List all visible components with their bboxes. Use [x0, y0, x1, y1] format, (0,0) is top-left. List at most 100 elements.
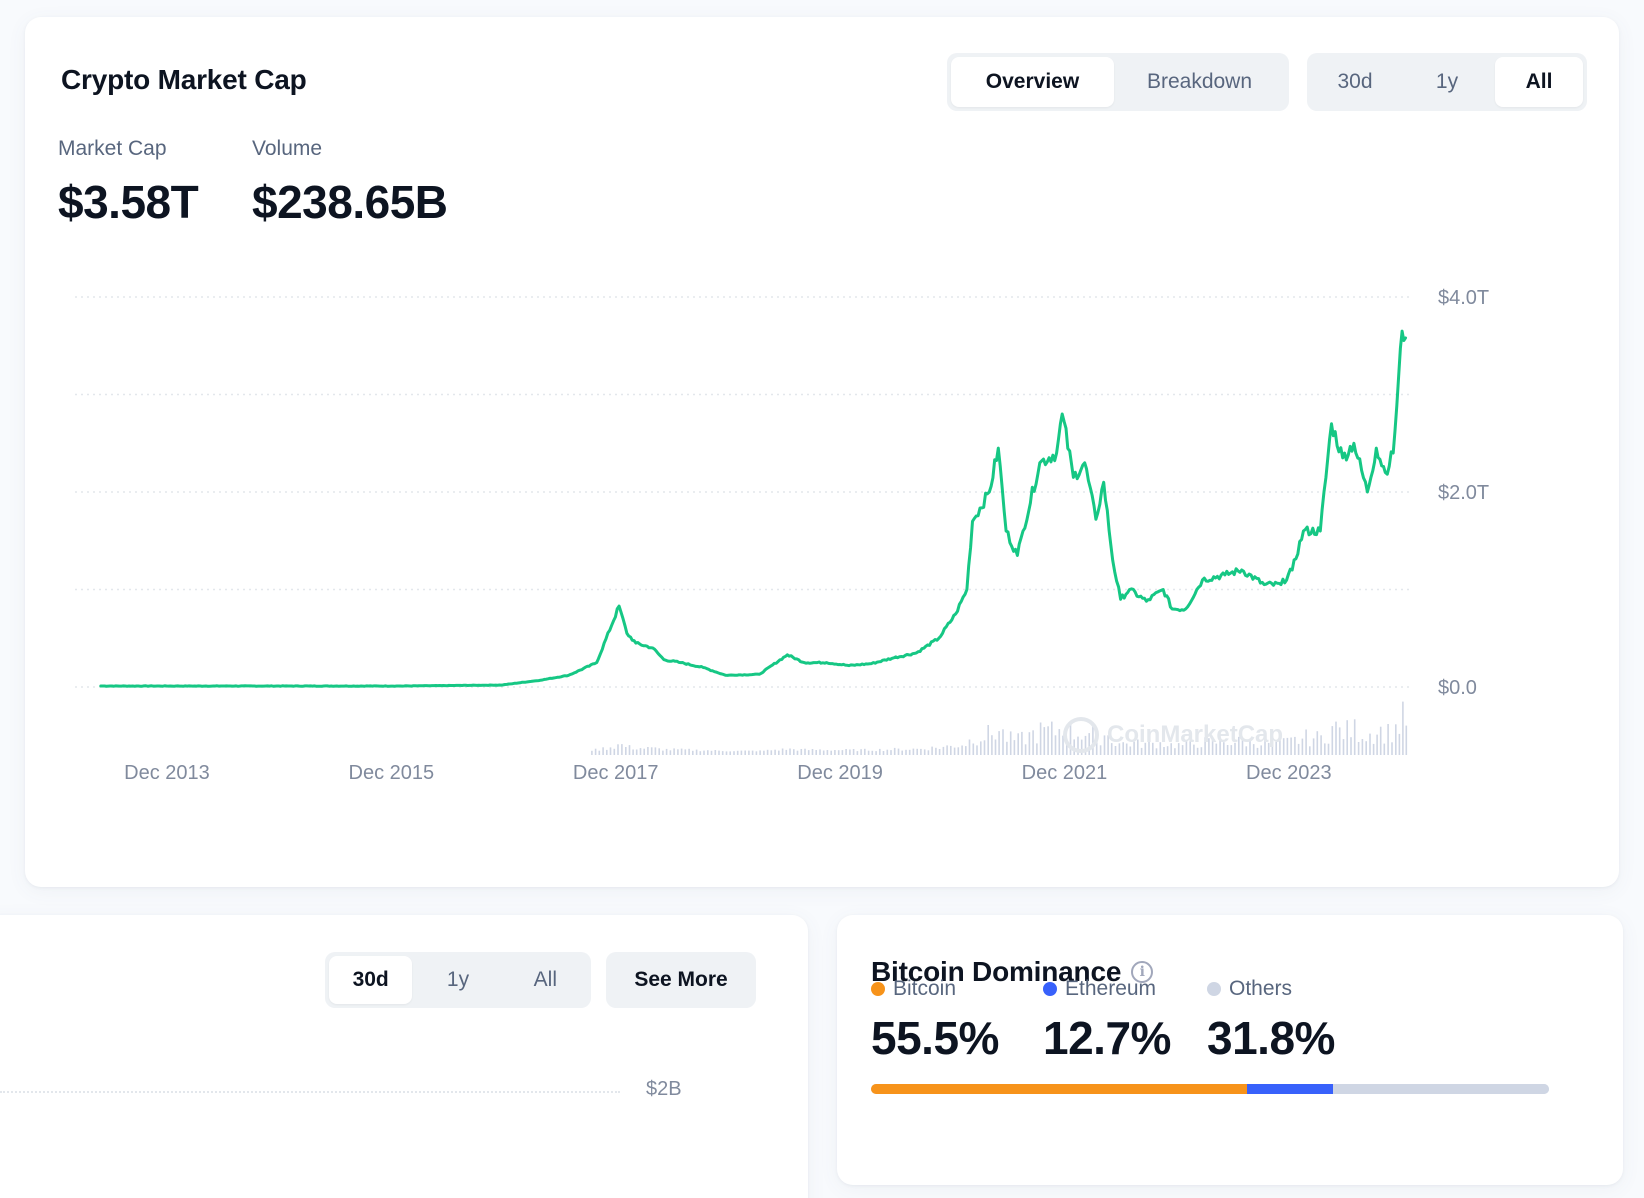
see-more-button[interactable]: See More [606, 952, 756, 1008]
volume-bar [1028, 732, 1031, 755]
range-all-button[interactable]: All [1495, 57, 1583, 107]
volume-bar [1177, 743, 1180, 755]
volume-bar [800, 749, 803, 755]
volume-bar [1114, 746, 1117, 755]
volume-bar [729, 751, 731, 755]
volume-bar [1159, 742, 1162, 755]
volume-bar [1327, 743, 1330, 755]
volume-bar [632, 749, 634, 755]
market-cap-chart[interactable]: $4.0T $2.0T $0.0 Dec 2013 Dec 2015 Dec 2017 D… [25, 267, 1619, 827]
volume-bar [1129, 746, 1132, 755]
volume-bar [1372, 743, 1375, 755]
volume-bar [609, 747, 612, 755]
volume-bar [688, 748, 690, 755]
volume-bar [1013, 740, 1016, 755]
volume-bar [1219, 738, 1221, 755]
volume-range-30d-button[interactable]: 30d [329, 956, 413, 1004]
volume-bar [916, 748, 918, 755]
volume-bar [766, 749, 769, 755]
volume-bar [733, 751, 735, 755]
volume-bar [793, 749, 795, 755]
volume-bar [1353, 719, 1356, 755]
volume-bar [785, 749, 788, 755]
volume-bar [594, 748, 597, 755]
volume-bar [1279, 737, 1281, 755]
tab-overview[interactable]: Overview [951, 57, 1114, 107]
volume-bar [1335, 721, 1337, 755]
volume-bar [677, 749, 679, 755]
volume-bar [1286, 737, 1289, 755]
volume-range-all-button[interactable]: All [533, 968, 557, 991]
volume-bar [1204, 737, 1206, 755]
volume-bar [968, 739, 971, 755]
range-30d-button[interactable]: 30d [1337, 70, 1373, 93]
market-cap-value: $3.58T [58, 176, 199, 228]
volume-bar [987, 725, 989, 755]
volume-bar [893, 747, 896, 755]
volume-bar [707, 750, 709, 755]
volume-bar [628, 745, 631, 755]
volume-bar [976, 745, 978, 755]
volume-bar [942, 746, 945, 755]
volume-bar [796, 750, 799, 755]
volume-bar [1338, 727, 1341, 755]
volume-bar [1309, 746, 1311, 755]
volume-value: $238.65B [252, 176, 448, 228]
y-tick-label: $4.0T [1438, 287, 1489, 309]
y-tick-label: $0.0 [1438, 677, 1477, 699]
volume-bar [860, 749, 862, 755]
volume-bar [1297, 743, 1300, 755]
volume-bar [897, 748, 900, 755]
volume-bar [703, 750, 705, 755]
volume-bar [1211, 738, 1214, 755]
range-toggle: 30d 1y All [1307, 53, 1587, 111]
volume-bar [1137, 739, 1139, 755]
volume-bar [1320, 735, 1322, 755]
volume-bar [1043, 727, 1046, 755]
volume-bar [961, 745, 963, 755]
volume-bar [1260, 745, 1262, 755]
volume-bar [938, 749, 941, 755]
volume-bar [1133, 741, 1135, 755]
volume-bar [1282, 738, 1285, 755]
volume-bar [725, 751, 728, 755]
market-cap-label: Market Cap [58, 137, 167, 160]
volume-bar [1331, 726, 1334, 755]
volume-bar [1174, 748, 1176, 755]
volume-bar [1357, 742, 1360, 755]
bitcoin-dot-icon [871, 982, 885, 996]
volume-bar [673, 748, 675, 755]
view-toggle: Overview Breakdown [947, 53, 1289, 111]
info-icon[interactable]: i [1131, 961, 1154, 983]
volume-range-1y-button[interactable]: 1y [446, 968, 470, 991]
volume-bar [901, 750, 903, 755]
volume-bar [826, 750, 829, 755]
volume-bar [845, 749, 847, 755]
volume-bar [1305, 729, 1307, 755]
volume-bar [718, 750, 720, 755]
volume-bar [1163, 747, 1165, 755]
volume-bar [736, 750, 739, 755]
volume-bar [1267, 742, 1270, 755]
volume-bar [815, 750, 817, 755]
volume-bar [875, 751, 877, 755]
volume-bar [1054, 735, 1057, 755]
x-tick-label: Dec 2023 [1246, 762, 1332, 784]
volume-bar [1312, 738, 1315, 755]
volume-bars [591, 701, 1408, 755]
volume-bar [886, 749, 889, 755]
volume-bar [744, 750, 746, 755]
volume-bar [1170, 743, 1172, 755]
volume-bar [890, 750, 892, 755]
volume-bar [830, 750, 832, 755]
volume-bar [950, 745, 952, 755]
volume-bar [1324, 743, 1326, 755]
volume-bar [1110, 743, 1113, 755]
volume-bar [1152, 742, 1154, 755]
tab-breakdown[interactable]: Breakdown [1146, 70, 1253, 93]
volume-bar [1271, 739, 1274, 755]
volume-bar [804, 748, 806, 755]
range-1y-button[interactable]: 1y [1435, 70, 1459, 93]
volume-bar [1185, 741, 1188, 755]
x-tick-label: Dec 2013 [124, 762, 210, 784]
